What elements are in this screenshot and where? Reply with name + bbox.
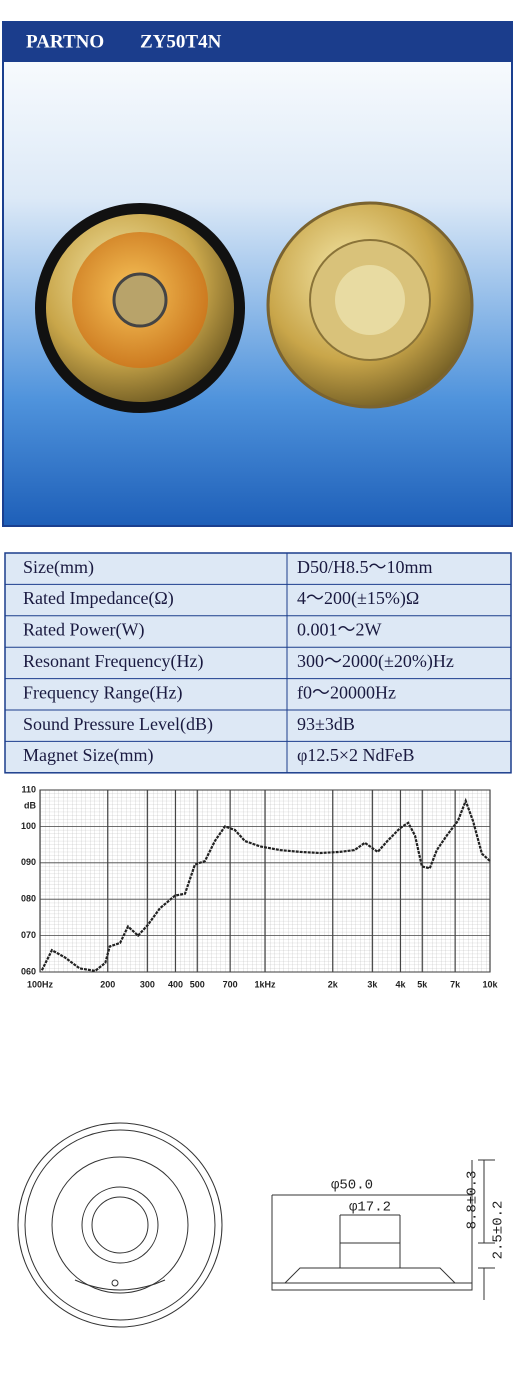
x-tick-label: 1kHz [254, 979, 276, 989]
y-tick-label: 090 [21, 857, 36, 867]
part-number: ZY50T4N [140, 31, 222, 52]
x-tick-label: 300 [140, 979, 155, 989]
header-bar [3, 22, 512, 62]
x-tick-label: 100Hz [27, 979, 54, 989]
x-tick-label: 5k [417, 979, 428, 989]
spec-value: φ12.5×2 NdFeB [297, 745, 415, 765]
y-tick-label: 070 [21, 930, 36, 940]
x-tick-label: 700 [223, 979, 238, 989]
x-tick-label: 3k [367, 979, 378, 989]
speaker-front [35, 203, 245, 413]
y-axis-label: dB [24, 800, 36, 810]
spec-name: Frequency Range(Hz) [23, 682, 182, 703]
side-view-drawing [271, 1159, 495, 1300]
x-tick-label: 200 [100, 979, 115, 989]
spec-table: Size(mm) D50/H8.5～10mm Rated Impedance(Ω) 4… [4, 552, 512, 774]
x-tick-label: 400 [168, 979, 183, 989]
spec-value: D50/H8.5～10mm [297, 557, 433, 577]
x-tick-label: 7k [450, 979, 461, 989]
spec-name: Rated Power(W) [23, 620, 144, 641]
header-label: PARTNO [26, 31, 104, 52]
table-background [4, 552, 512, 774]
spec-name: Rated Impedance(Ω) [23, 588, 174, 609]
dimension-label: 8.8±0.3 [465, 1171, 481, 1230]
y-tick-label: 080 [21, 894, 36, 904]
speaker-back [266, 201, 474, 409]
dimension-label: 2.5±0.2 [491, 1201, 507, 1260]
spec-value: 93±3dB [297, 714, 355, 734]
spec-name: Resonant Frequency(Hz) [23, 651, 203, 672]
y-tick-label: 110 [21, 784, 36, 794]
spec-name: Sound Pressure Level(dB) [23, 714, 213, 735]
spec-name: Size(mm) [23, 557, 94, 578]
spec-name: Magnet Size(mm) [23, 745, 153, 766]
x-tick-label: 10k [482, 979, 498, 989]
x-tick-label: 4k [395, 979, 406, 989]
spec-value: f0～20000Hz [297, 682, 396, 702]
spec-value: 300～2000(±20%)Hz [297, 651, 454, 672]
spec-value: 4～200(±15%)Ω [297, 588, 419, 609]
x-tick-label: 500 [190, 979, 205, 989]
y-tick-label: 060 [21, 966, 36, 976]
x-tick-label: 2k [328, 979, 339, 989]
y-tick-label: 100 [21, 821, 36, 831]
response-curve [40, 797, 491, 973]
spec-value: 0.001～2W [297, 620, 382, 640]
top-view-drawing [17, 1122, 223, 1328]
dimension-label: φ17.2 [349, 1200, 391, 1216]
frequency-chart: 060 070 080 090 100 110 dB 100Hz 200 300 400 500 700… [21, 784, 499, 989]
dimension-label: φ50.0 [331, 1178, 373, 1194]
